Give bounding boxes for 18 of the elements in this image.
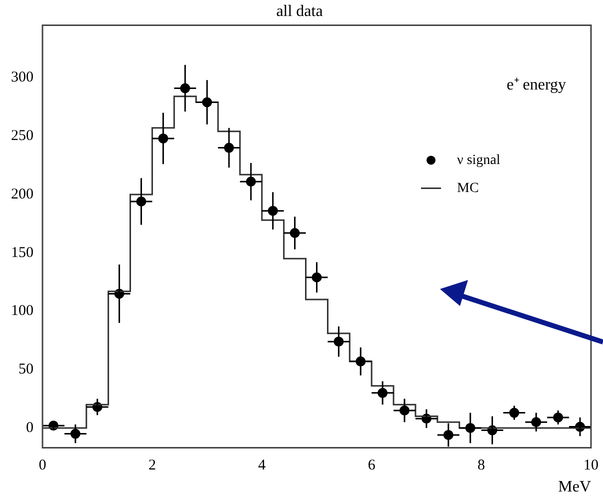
y-tick-label: 150 bbox=[11, 244, 34, 261]
y-tick-label: 0 bbox=[26, 420, 34, 436]
x-axis-title: MeV bbox=[558, 478, 592, 496]
y-tick-label: 250 bbox=[11, 128, 34, 144]
y-tick-label: 200 bbox=[11, 186, 34, 202]
x-tick-label: 4 bbox=[258, 458, 266, 474]
legend-label: MC bbox=[457, 180, 479, 196]
x-tick-label: 6 bbox=[368, 458, 376, 474]
y-tick-label: 50 bbox=[18, 362, 34, 378]
x-tick-label: 8 bbox=[478, 458, 486, 474]
x-tick-label: 0 bbox=[38, 458, 46, 474]
x-tick-label: 2 bbox=[148, 458, 156, 474]
annotation: e⁺ energy bbox=[506, 76, 566, 94]
y-tick-label: 100 bbox=[11, 303, 34, 320]
legend-label: ν signal bbox=[457, 152, 500, 168]
y-tick-label: 300 bbox=[11, 70, 34, 86]
x-tick-label: 10 bbox=[584, 458, 598, 474]
chart-title: all data bbox=[276, 2, 323, 20]
